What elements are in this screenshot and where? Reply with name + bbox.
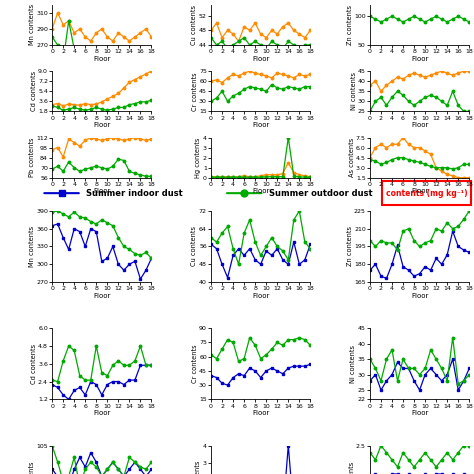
- X-axis label: Floor: Floor: [93, 122, 110, 128]
- Y-axis label: Cr contents: Cr contents: [191, 345, 198, 383]
- Y-axis label: Zn contents: Zn contents: [346, 227, 353, 266]
- Y-axis label: Pb contents: Pb contents: [29, 138, 35, 177]
- X-axis label: Floor: Floor: [252, 188, 269, 194]
- X-axis label: Floor: Floor: [93, 292, 110, 299]
- X-axis label: Floor: Floor: [411, 55, 428, 62]
- FancyBboxPatch shape: [383, 181, 472, 205]
- Y-axis label: Cd contents: Cd contents: [31, 344, 36, 384]
- X-axis label: Floor: Floor: [411, 292, 428, 299]
- X-axis label: Floor: Floor: [252, 410, 269, 416]
- Text: Summer indoor dust: Summer indoor dust: [86, 189, 183, 198]
- X-axis label: Floor: Floor: [93, 188, 110, 194]
- Y-axis label: Pb contents: Pb contents: [29, 461, 35, 474]
- Y-axis label: Ni contents: Ni contents: [350, 72, 356, 110]
- X-axis label: Floor: Floor: [411, 122, 428, 128]
- Y-axis label: Ni contents: Ni contents: [350, 345, 356, 383]
- X-axis label: Floor: Floor: [252, 122, 269, 128]
- Y-axis label: Hg contents: Hg contents: [195, 461, 201, 474]
- Y-axis label: As contents: As contents: [348, 138, 355, 177]
- Y-axis label: Mn contents: Mn contents: [29, 4, 35, 46]
- Y-axis label: Hg contents: Hg contents: [195, 137, 201, 178]
- Y-axis label: Cd contents: Cd contents: [31, 71, 36, 111]
- Y-axis label: Cu contents: Cu contents: [191, 5, 198, 45]
- X-axis label: Floor: Floor: [252, 55, 269, 62]
- X-axis label: Floor: Floor: [93, 55, 110, 62]
- Y-axis label: Zn contents: Zn contents: [347, 5, 353, 45]
- X-axis label: Floor: Floor: [93, 410, 110, 416]
- Y-axis label: Mn contents: Mn contents: [29, 226, 35, 267]
- Text: contents (mg kg⁻¹): contents (mg kg⁻¹): [386, 189, 468, 198]
- X-axis label: Floor: Floor: [411, 410, 428, 416]
- Y-axis label: Cr contents: Cr contents: [191, 72, 198, 110]
- Y-axis label: Cu contents: Cu contents: [191, 227, 198, 266]
- Text: Summer outdoor dust: Summer outdoor dust: [269, 189, 373, 198]
- X-axis label: Floor: Floor: [252, 292, 269, 299]
- X-axis label: Floor: Floor: [411, 188, 428, 194]
- Y-axis label: As contents: As contents: [348, 462, 355, 474]
